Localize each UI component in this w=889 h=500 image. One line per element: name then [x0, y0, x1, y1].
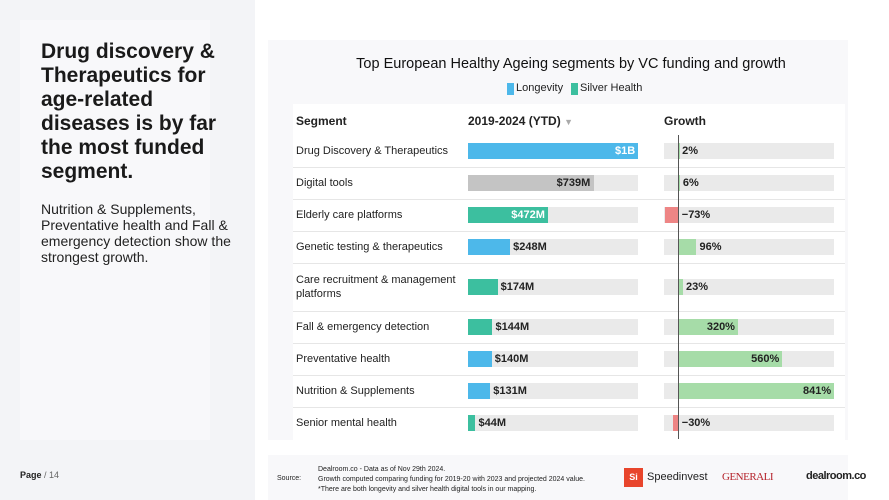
funding-label: $144M [495, 321, 530, 333]
growth-bar [678, 383, 834, 399]
funding-track [468, 319, 638, 335]
growth-track [664, 239, 834, 255]
page-number: / 14 [44, 470, 60, 480]
growth-label: 560% [751, 353, 780, 365]
segment-label: Fall & emergency detection [296, 321, 430, 333]
page-label: Page [20, 470, 42, 480]
funding-bar [468, 207, 549, 223]
segment-label: Care recruitment & management platforms [296, 274, 456, 300]
row-separator [293, 407, 845, 408]
funding-track [468, 279, 638, 295]
growth-bar [678, 319, 738, 335]
logo: Speedinvest [647, 471, 708, 483]
chart-title: Top European Healthy Ageing segments by … [356, 56, 786, 72]
growth-track [664, 207, 834, 223]
funding-label: $44M [478, 417, 506, 429]
sort-icon[interactable]: ▼ [564, 117, 573, 127]
growth-bar [678, 239, 697, 255]
legend-swatch [507, 83, 514, 95]
funding-track [468, 415, 638, 431]
row-separator [293, 343, 845, 344]
growth-bar [678, 279, 683, 295]
sidebar-panel [20, 20, 210, 440]
growth-label: −30% [681, 417, 711, 429]
logo: dealroom.co [806, 470, 866, 482]
funding-track [468, 239, 638, 255]
funding-label: $174M [500, 281, 535, 293]
logo: GENERALI [722, 471, 774, 483]
funding-bar [468, 239, 511, 255]
growth-track [664, 143, 834, 159]
funding-track [468, 383, 638, 399]
growth-bar [678, 351, 783, 367]
funding-bar [468, 279, 498, 295]
growth-label: −73% [681, 209, 711, 221]
funding-track [468, 351, 638, 367]
growth-label: 2% [682, 145, 699, 157]
funding-label: $472M [511, 209, 545, 221]
column-header-text: 2019-2024 (YTD) [468, 114, 561, 128]
footer-panel [268, 455, 848, 500]
funding-bar [468, 143, 638, 159]
growth-track [664, 279, 834, 295]
source-line: Growth computed comparing funding for 20… [318, 476, 585, 483]
segment-label: Senior mental health [296, 417, 397, 429]
funding-label: $131M [493, 385, 527, 397]
segment-label: Elderly care platforms [296, 209, 403, 221]
source-label: Source: [277, 475, 302, 482]
funding-bar [468, 351, 492, 367]
row-separator [293, 263, 845, 264]
funding-label: $248M [513, 241, 547, 253]
segment-label: Drug Discovery & Therapeutics [296, 145, 449, 157]
row-separator [293, 199, 845, 200]
funding-bar [468, 383, 491, 399]
growth-bar [678, 175, 680, 191]
segment-label: Genetic testing & therapeutics [296, 241, 443, 253]
row-separator [293, 167, 845, 168]
segment-label: Preventative health [296, 353, 391, 365]
legend-swatch [571, 83, 578, 95]
funding-bar [468, 415, 476, 431]
growth-label: 6% [682, 177, 699, 189]
row-separator [293, 375, 845, 376]
growth-label: 320% [706, 321, 735, 333]
logo-icon: Si [624, 468, 643, 487]
row-separator [293, 231, 845, 232]
column-header: 2019-2024 (YTD) ▼ [468, 114, 573, 128]
source-text: Dealroom.co - Data as of Nov 29th 2024. G… [318, 465, 585, 495]
source-line: *There are both longevity and silver hea… [318, 486, 537, 493]
legend-label: Longevity [516, 82, 564, 94]
legend-label: Silver Health [580, 82, 643, 94]
headline: Drug discovery & Therapeutics for age-re… [41, 40, 217, 183]
growth-track [664, 175, 834, 191]
growth-bar [673, 415, 679, 431]
growth-bar [665, 207, 679, 223]
growth-label: 841% [803, 385, 832, 397]
body-text: Nutrition & Supplements, Preventative he… [41, 201, 231, 265]
funding-label: $739M [556, 177, 591, 189]
column-header: Segment [296, 114, 347, 128]
segment-label: Digital tools [296, 177, 353, 189]
funding-label: $140M [494, 353, 529, 365]
growth-track [664, 415, 834, 431]
growth-label: 96% [699, 241, 722, 253]
growth-axis [678, 135, 680, 439]
column-header: Growth [664, 114, 706, 128]
source-line: Dealroom.co - Data as of Nov 29th 2024. [318, 466, 446, 473]
funding-label: $1B [615, 145, 636, 157]
growth-label: 23% [686, 281, 709, 293]
segment-label: Nutrition & Supplements [296, 385, 415, 397]
funding-bar [468, 175, 594, 191]
page-indicator: Page / 14 [20, 470, 59, 480]
funding-bar [468, 319, 493, 335]
row-separator [293, 311, 845, 312]
